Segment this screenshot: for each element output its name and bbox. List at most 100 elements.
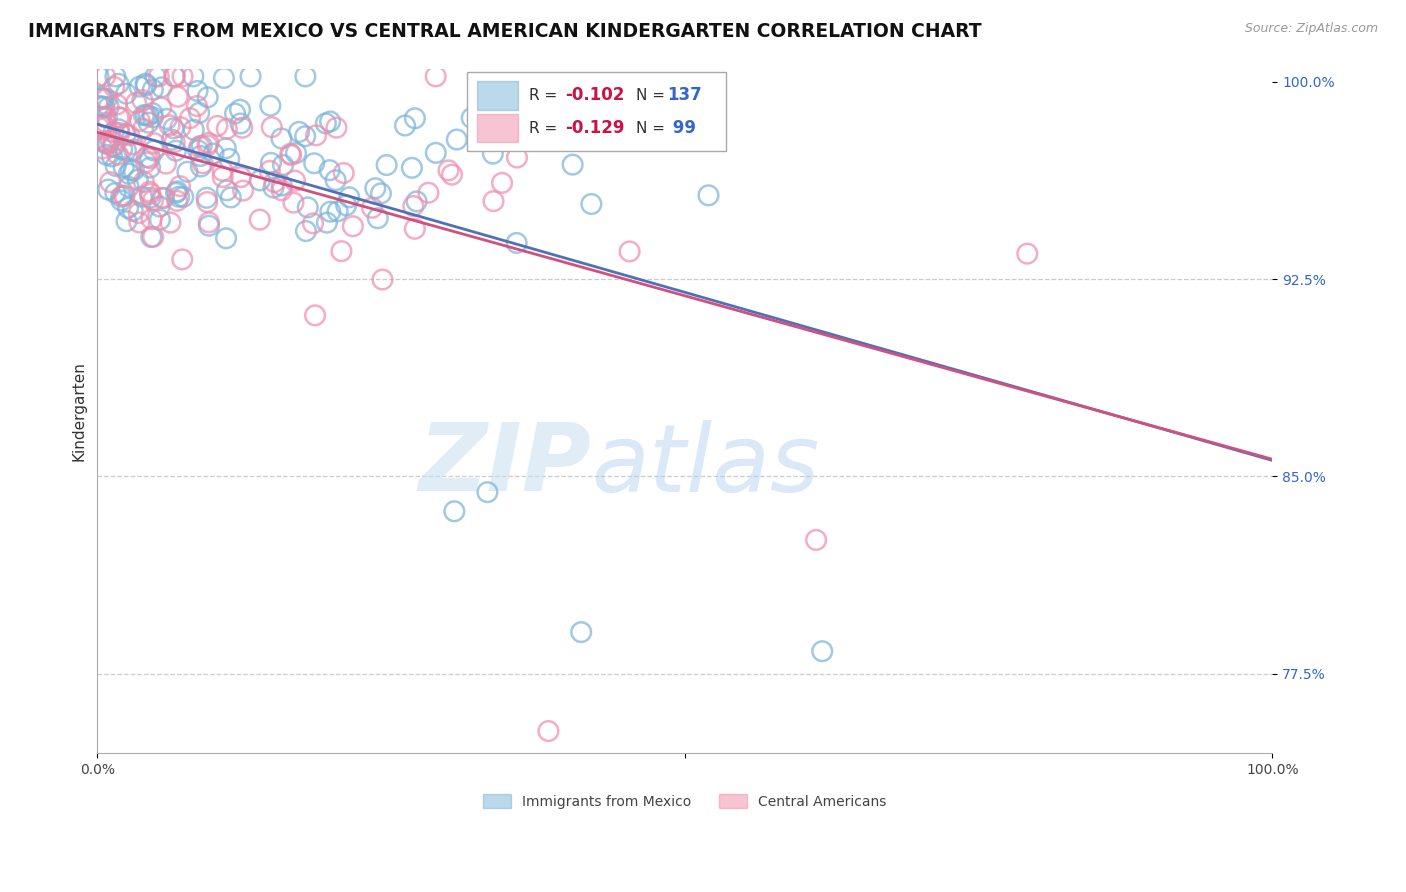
Point [165, 144, 187, 158]
Point [103, 80, 125, 95]
Point [249, 212, 271, 227]
Point [118, 167, 141, 181]
Point [294, 129, 316, 144]
Point [211, 163, 233, 178]
Point [114, 127, 136, 141]
Point [125, 95, 148, 110]
Point [231, 120, 253, 135]
Point [148, 200, 170, 214]
Point [150, 101, 173, 115]
Point [107, 147, 129, 161]
Point [263, 180, 285, 194]
Point [91, 141, 114, 155]
Point [110, 189, 132, 203]
Point [107, 122, 129, 136]
Point [103, 125, 125, 139]
Point [131, 190, 153, 204]
Point [89, 118, 111, 132]
Point [160, 133, 183, 147]
Point [581, 197, 603, 211]
Point [215, 231, 238, 245]
Point [138, 109, 160, 123]
Point [302, 216, 325, 230]
Point [96, 148, 118, 162]
FancyBboxPatch shape [468, 72, 725, 151]
Point [121, 137, 143, 152]
Point [150, 80, 173, 95]
Point [394, 119, 416, 133]
Point [104, 186, 127, 200]
Point [93, 134, 115, 148]
Point [259, 98, 281, 112]
Point [163, 135, 186, 149]
Point [128, 113, 150, 128]
Point [105, 97, 128, 112]
Point [132, 108, 155, 122]
Point [150, 191, 173, 205]
Point [335, 198, 357, 212]
Point [94, 70, 117, 84]
Point [278, 146, 301, 161]
Point [107, 110, 129, 124]
Point [229, 170, 252, 185]
Point [87, 99, 110, 113]
Point [195, 194, 218, 209]
Point [294, 70, 316, 84]
Point [100, 133, 122, 147]
Point [305, 128, 328, 143]
Point [139, 191, 162, 205]
Point [128, 206, 150, 220]
Point [97, 136, 120, 151]
Point [127, 172, 149, 186]
Point [166, 89, 188, 103]
Text: Source: ZipAtlas.com: Source: ZipAtlas.com [1244, 22, 1378, 36]
Text: R =: R = [529, 120, 562, 136]
Point [115, 144, 138, 158]
Text: -0.102: -0.102 [565, 87, 624, 104]
Point [319, 114, 342, 128]
Point [107, 77, 129, 91]
Point [135, 78, 157, 93]
Point [93, 100, 115, 114]
Point [332, 166, 354, 180]
Point [491, 176, 513, 190]
Point [375, 158, 398, 172]
Point [166, 194, 188, 208]
Point [283, 195, 305, 210]
Point [418, 186, 440, 200]
Point [135, 77, 157, 91]
Point [190, 160, 212, 174]
Point [342, 219, 364, 234]
Point [505, 235, 527, 250]
Point [477, 485, 499, 500]
Point [211, 169, 233, 184]
Point [489, 112, 512, 126]
Point [131, 93, 153, 107]
Point [165, 186, 187, 200]
Point [697, 188, 720, 202]
Text: 99: 99 [668, 119, 696, 137]
Point [325, 120, 347, 135]
Point [325, 173, 347, 187]
Point [811, 644, 834, 658]
Point [143, 144, 166, 158]
Point [186, 99, 208, 113]
Point [142, 111, 165, 125]
Point [207, 119, 229, 133]
Point [142, 229, 165, 244]
Point [259, 164, 281, 178]
Point [215, 121, 238, 136]
Point [98, 175, 121, 189]
Point [179, 111, 201, 125]
Point [405, 194, 427, 209]
Text: N =: N = [636, 120, 669, 136]
Point [569, 625, 592, 640]
Point [330, 244, 353, 259]
Point [172, 190, 194, 204]
Point [159, 216, 181, 230]
Point [93, 91, 115, 105]
Y-axis label: Kindergarten: Kindergarten [72, 360, 86, 460]
Point [111, 142, 134, 156]
Point [482, 146, 505, 161]
Point [163, 70, 186, 84]
